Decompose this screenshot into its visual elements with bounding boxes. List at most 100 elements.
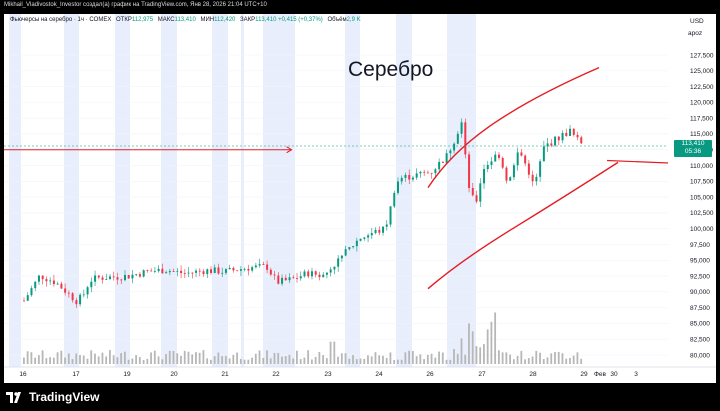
candle-body <box>314 271 317 275</box>
volume-bar <box>539 352 541 364</box>
tradingview-logo[interactable]: TradingView <box>6 390 99 404</box>
session-band <box>115 14 130 367</box>
axis-mode-label[interactable]: аpoz <box>688 30 702 37</box>
volume-bar <box>479 347 482 364</box>
volume-bar <box>243 359 246 364</box>
candle-body <box>378 229 381 233</box>
candle-body <box>352 246 355 248</box>
volume-bar <box>520 350 523 364</box>
volume-bar <box>516 355 519 364</box>
volume-bar <box>404 352 407 364</box>
candle-body <box>157 268 160 272</box>
price-tick-label: 97,500 <box>690 242 710 249</box>
candle-body <box>505 167 508 181</box>
price-tick-label: 102,500 <box>690 210 714 217</box>
upper-channel-line[interactable] <box>427 66 600 189</box>
candle-body <box>557 136 560 141</box>
candle-body <box>116 277 119 280</box>
time-tick-label: 16 <box>19 371 27 378</box>
candle-body <box>79 294 82 305</box>
candle-body <box>228 267 231 270</box>
volume-bar <box>56 352 59 364</box>
volume-bar <box>580 358 583 364</box>
volume-bar <box>397 359 399 364</box>
candle-body <box>146 270 149 271</box>
candle-body <box>251 267 254 271</box>
volume-bar <box>180 355 182 364</box>
symbol-label: Фьючерсы на серебро · 1ч · COMEX <box>10 17 112 23</box>
volume-bar <box>131 358 134 364</box>
candle-body <box>322 274 325 278</box>
candle-body <box>475 195 478 202</box>
volume-bar <box>67 353 70 364</box>
volume-bar <box>269 358 272 364</box>
price-chart[interactable]: 127,500 125,000 122,500 120,000 117,500 115,0… <box>4 14 716 383</box>
low-value: 112,420 <box>214 17 236 23</box>
candle-body <box>112 276 115 278</box>
candle-body <box>236 270 239 272</box>
candle-body <box>572 128 575 135</box>
volume-bar <box>557 351 560 364</box>
volume-bar <box>483 344 485 364</box>
volume-bar <box>236 352 238 364</box>
time-tick-label: 17 <box>72 371 80 378</box>
volume-bar <box>389 352 392 364</box>
candle-body <box>281 277 284 284</box>
candle-body <box>105 279 108 280</box>
time-tick-label: 29 <box>580 371 588 378</box>
volume-bars <box>23 312 583 364</box>
candle-body <box>273 274 276 276</box>
volume-bar <box>363 358 366 364</box>
candle-body <box>142 270 145 277</box>
volume-label: Объём <box>327 17 347 23</box>
volume-bar <box>355 359 358 364</box>
volume-bar <box>554 352 556 364</box>
volume-bar <box>505 352 508 364</box>
volume-bar <box>195 352 197 364</box>
volume-bar <box>415 356 418 364</box>
chart-panel[interactable]: 127,500 125,000 122,500 120,000 117,500 115,0… <box>4 14 716 383</box>
price-tick-label: 117,500 <box>690 115 713 122</box>
candle-body <box>217 267 220 274</box>
volume-bar <box>64 357 66 364</box>
price-tick-label: 115,000 <box>690 131 713 138</box>
volume-bar <box>318 351 321 364</box>
volume-bar <box>157 356 160 364</box>
volume-bar <box>82 355 85 364</box>
volume-bar <box>90 350 93 364</box>
lower-channel-line[interactable] <box>427 161 619 290</box>
volume-bar <box>258 350 261 364</box>
volume-bar <box>161 359 164 364</box>
volume-bar <box>251 357 253 364</box>
volume-bar <box>176 353 179 364</box>
candle-body <box>191 272 194 274</box>
price-tick-label: 95,000 <box>690 258 710 265</box>
candle-body <box>210 269 212 273</box>
volume-bar <box>471 331 474 364</box>
volume-bar <box>378 355 381 364</box>
volume-bar <box>408 350 411 364</box>
volume-bar <box>344 353 347 364</box>
candle-body <box>296 278 299 279</box>
candle-body <box>49 280 52 282</box>
candle-body <box>565 132 568 136</box>
candle-body <box>266 264 269 270</box>
price-axis[interactable]: 127,500 125,000 122,500 120,000 117,500 115,0… <box>668 14 716 367</box>
candle-body <box>509 177 512 181</box>
candle-body <box>486 164 489 170</box>
volume-bar <box>284 356 287 364</box>
close-label: ЗАКР <box>240 17 256 23</box>
candle-body <box>456 133 459 144</box>
candle-body <box>138 274 141 277</box>
candle-body <box>303 271 306 277</box>
candle-body <box>153 271 156 272</box>
volume-bar <box>509 354 511 364</box>
candle-body <box>411 177 414 180</box>
candle-body <box>363 237 366 239</box>
volume-bar <box>352 355 354 364</box>
volume-bar <box>217 352 220 364</box>
volume-bar <box>116 357 119 364</box>
candle-body <box>445 153 448 163</box>
volume-bar <box>37 355 40 364</box>
